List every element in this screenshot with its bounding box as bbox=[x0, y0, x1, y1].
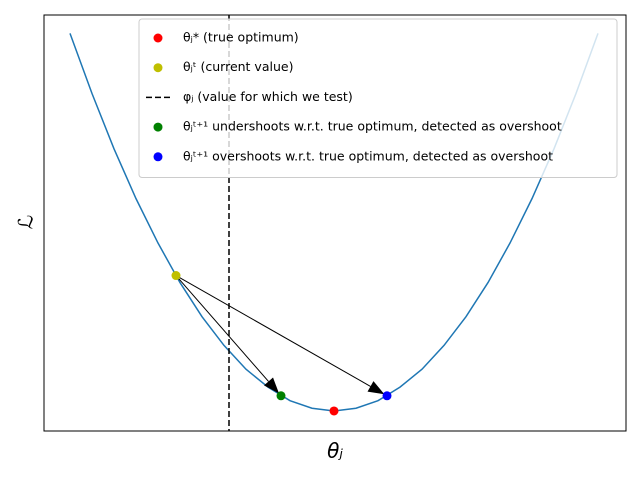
legend-marker bbox=[153, 33, 163, 43]
point bbox=[329, 406, 339, 416]
y-axis-label: ℒ bbox=[14, 215, 38, 229]
legend-marker bbox=[153, 152, 163, 162]
legend-box bbox=[138, 18, 618, 178]
legend-label: θⱼ* (true optimum) bbox=[183, 30, 299, 45]
arrow-shaft bbox=[175, 275, 371, 387]
point bbox=[171, 271, 181, 281]
point bbox=[276, 391, 286, 401]
legend-label: φⱼ (value for which we test) bbox=[183, 89, 353, 104]
arrow-head bbox=[367, 381, 385, 395]
legend-label: θⱼᵗ⁺¹ overshoots w.r.t. true optimum, de… bbox=[183, 148, 553, 163]
legend-marker bbox=[153, 63, 163, 73]
axes-frame bbox=[43, 14, 627, 432]
x-axis-label: θⱼ bbox=[327, 439, 343, 463]
legend-label: θⱼᵗ (current value) bbox=[183, 59, 293, 74]
point bbox=[382, 391, 392, 401]
arrow-head bbox=[263, 377, 280, 394]
arrow-shaft bbox=[175, 275, 269, 382]
legend-marker bbox=[153, 122, 163, 132]
legend-label: θⱼᵗ⁺¹ undershoots w.r.t. true optimum, d… bbox=[183, 119, 562, 134]
